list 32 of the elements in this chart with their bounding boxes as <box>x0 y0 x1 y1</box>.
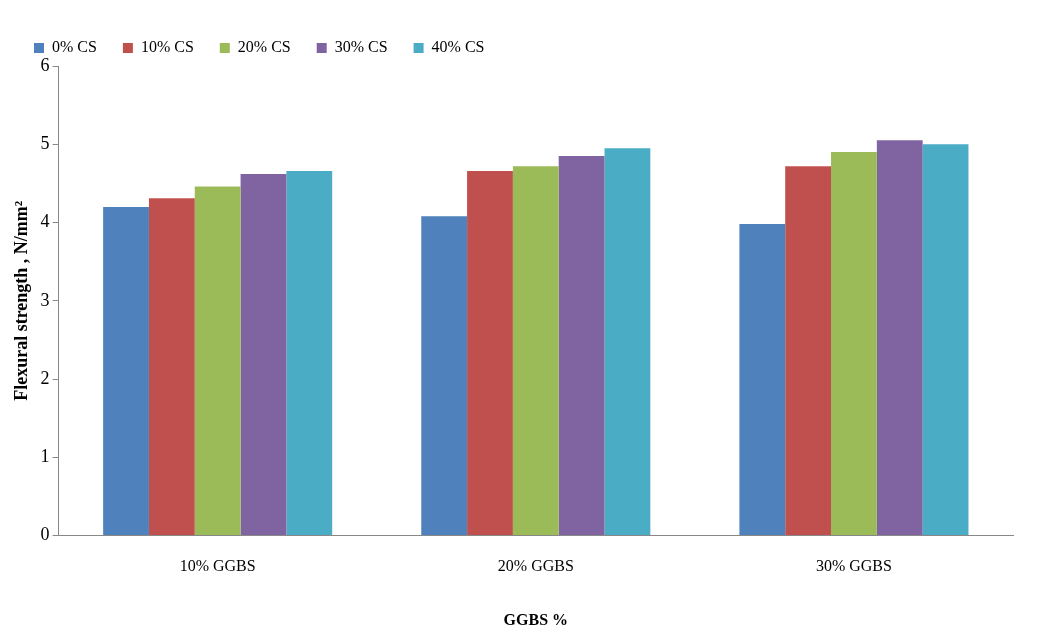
x-tick-label: 20% GGBS <box>497 557 574 575</box>
bar <box>421 216 468 536</box>
bar <box>286 170 333 536</box>
legend-label: 10% CS <box>140 38 194 56</box>
bar <box>922 144 969 536</box>
y-tick-label: 5 <box>40 133 50 153</box>
bar <box>876 140 923 536</box>
y-tick-label: 2 <box>40 367 50 388</box>
bar <box>194 186 241 536</box>
y-tick-label: 1 <box>40 446 50 467</box>
legend-label: 40% CS <box>431 38 485 56</box>
bar <box>739 224 786 536</box>
x-tick-label: 10% GGBS <box>179 557 256 575</box>
bar <box>467 170 513 536</box>
bar <box>512 166 559 536</box>
y-tick-label: 4 <box>40 211 50 232</box>
x-tick-label: 30% GGBS <box>815 557 892 575</box>
legend-label: 0% CS <box>52 38 97 56</box>
y-tick-label: 6 <box>40 54 50 75</box>
legend-label: 30% CS <box>334 38 388 56</box>
bar <box>785 166 832 536</box>
bar <box>148 198 195 536</box>
y-axis-title: Flexural strength , N/mm² <box>11 200 32 401</box>
x-axis-title: GGBS % <box>503 610 569 628</box>
bar <box>240 174 287 536</box>
bar <box>604 148 651 536</box>
bar <box>558 156 605 536</box>
bar <box>103 206 149 536</box>
y-tick-label: 0 <box>40 524 50 545</box>
bar <box>831 152 877 536</box>
legend-label: 20% CS <box>237 38 291 56</box>
y-tick-label: 3 <box>40 289 50 310</box>
